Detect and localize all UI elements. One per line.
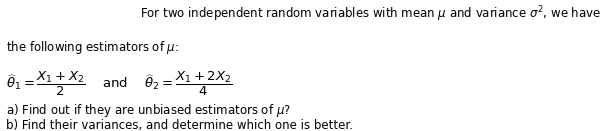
Text: a) Find out if they are unbiased estimators of $\mu$?: a) Find out if they are unbiased estimat… bbox=[6, 102, 291, 119]
Text: b) Find their variances, and determine which one is better.: b) Find their variances, and determine w… bbox=[6, 119, 353, 131]
Text: $\widehat{\theta}_1 = \dfrac{X_1+X_2}{2}\quad$ and $\quad\widehat{\theta}_2 = \d: $\widehat{\theta}_1 = \dfrac{X_1+X_2}{2}… bbox=[6, 69, 232, 98]
Text: For two independent random variables with mean $\mu$ and variance $\sigma^2$, we: For two independent random variables wit… bbox=[140, 4, 601, 24]
Text: the following estimators of $\mu$:: the following estimators of $\mu$: bbox=[6, 39, 179, 56]
